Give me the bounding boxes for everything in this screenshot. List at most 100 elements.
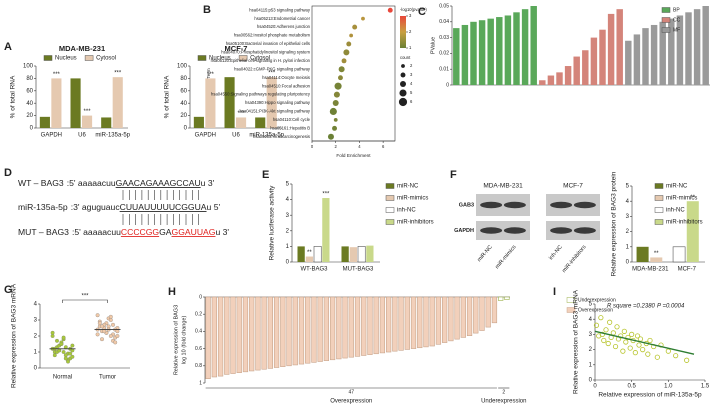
significance: *** xyxy=(207,72,215,78)
legend-label: miR-mimics xyxy=(666,196,697,202)
point xyxy=(605,340,611,347)
blot-band xyxy=(573,227,596,234)
y-tick-label: 5 xyxy=(286,182,290,188)
point xyxy=(645,351,651,357)
dot xyxy=(333,91,340,98)
y-tick-label: 0.05 xyxy=(439,3,449,9)
bar xyxy=(373,296,379,355)
point xyxy=(59,342,64,346)
bar xyxy=(349,247,358,262)
legend-label: miR-inhibitors xyxy=(666,220,703,226)
significance: *** xyxy=(238,111,246,117)
y-tick-label: 1 xyxy=(34,350,38,356)
bar xyxy=(329,296,336,361)
y-tick-label: 0 xyxy=(286,260,290,266)
bar xyxy=(297,246,305,262)
bar xyxy=(70,78,81,128)
bar xyxy=(582,50,589,85)
panel-letter: B xyxy=(203,4,211,16)
bar xyxy=(685,12,692,85)
term-label: hsa04550:Signaling pathways regulating p… xyxy=(211,92,311,97)
y-tick-label: 0.4 xyxy=(195,329,202,335)
x-tick-label: 1.5 xyxy=(701,384,710,390)
point xyxy=(673,353,679,359)
sequence-name: miR-135a-5p xyxy=(18,202,68,212)
blot-group: MCF-7 xyxy=(563,183,583,190)
point xyxy=(108,314,113,319)
point xyxy=(61,350,66,354)
bar xyxy=(473,296,479,334)
point xyxy=(634,333,641,339)
bar xyxy=(429,296,435,347)
term-label: hsa05120:Epithelial cell signaling in H.… xyxy=(211,58,311,63)
dot xyxy=(329,107,337,116)
dot xyxy=(327,133,334,140)
y-tick-label: 0 xyxy=(34,366,38,372)
size-key xyxy=(400,81,406,87)
point xyxy=(618,333,624,339)
y-tick-label: 40 xyxy=(26,101,33,107)
bar xyxy=(423,296,429,348)
point xyxy=(115,334,120,338)
bar xyxy=(636,246,649,262)
bar xyxy=(255,117,266,128)
bar xyxy=(317,296,323,362)
bar xyxy=(261,296,267,370)
point xyxy=(100,324,104,329)
term-label: hsa04114:Oocyte meiosis xyxy=(262,75,310,80)
chart-title: MDA-MB-231 xyxy=(59,44,105,53)
panel-letter: G xyxy=(4,284,13,296)
bar xyxy=(341,246,349,262)
bar xyxy=(51,78,62,128)
sequence-part: GGAUUAG xyxy=(172,227,216,237)
legend-label: CC xyxy=(673,17,681,23)
bar xyxy=(659,21,666,85)
point xyxy=(593,322,600,328)
legend-label: miR-NC xyxy=(397,184,419,190)
panel-letter: A xyxy=(4,41,12,53)
sequence-part: :3' aguguauc xyxy=(71,202,121,212)
y-axis-label: Term xyxy=(206,68,211,79)
bar xyxy=(101,117,112,128)
bar xyxy=(354,296,361,357)
legend-swatch xyxy=(654,183,664,189)
bar xyxy=(217,296,224,377)
point xyxy=(607,319,613,325)
bar xyxy=(556,72,563,85)
x-axis-label: Fold Enrichment xyxy=(336,153,371,158)
point xyxy=(601,337,607,344)
bar xyxy=(361,296,367,356)
x-tick-label: GAPDH xyxy=(41,133,62,139)
dot xyxy=(332,125,337,131)
y-tick-label: 20 xyxy=(26,113,33,119)
bar xyxy=(82,115,93,128)
blot-band xyxy=(480,227,503,234)
y-tick-label: 3 xyxy=(626,214,630,220)
point xyxy=(95,332,100,337)
y-tick-label: 0 xyxy=(626,260,630,266)
y-tick-label: 0.04 xyxy=(439,19,449,25)
point xyxy=(63,356,68,361)
y-tick-label: 3 xyxy=(34,318,38,324)
x-tick-label: 0.5 xyxy=(627,384,636,390)
y-tick-label: 0 xyxy=(446,82,449,88)
legend-label: MF xyxy=(673,27,680,33)
bar xyxy=(616,9,623,85)
sequence-part: u 5' xyxy=(207,202,221,212)
bar xyxy=(311,296,317,363)
x-tick-label: 2 xyxy=(335,144,338,149)
fit-line xyxy=(594,330,695,355)
bar xyxy=(348,296,354,358)
y-tick-label: 5 xyxy=(589,302,593,308)
y-tick-label: 4 xyxy=(626,199,630,205)
bar xyxy=(504,296,510,300)
bar xyxy=(478,20,486,85)
group-count: 2 xyxy=(502,389,505,395)
bar xyxy=(633,34,641,85)
legend-swatch xyxy=(385,183,395,189)
bar xyxy=(193,116,204,128)
bar xyxy=(693,9,701,85)
legend-swatch xyxy=(197,55,207,61)
sequence-row: miR-135a-5p:3' aguguaucCUUAUUUUUCGGUAu 5… xyxy=(18,202,220,212)
legend-label: inh-NC xyxy=(666,208,685,214)
